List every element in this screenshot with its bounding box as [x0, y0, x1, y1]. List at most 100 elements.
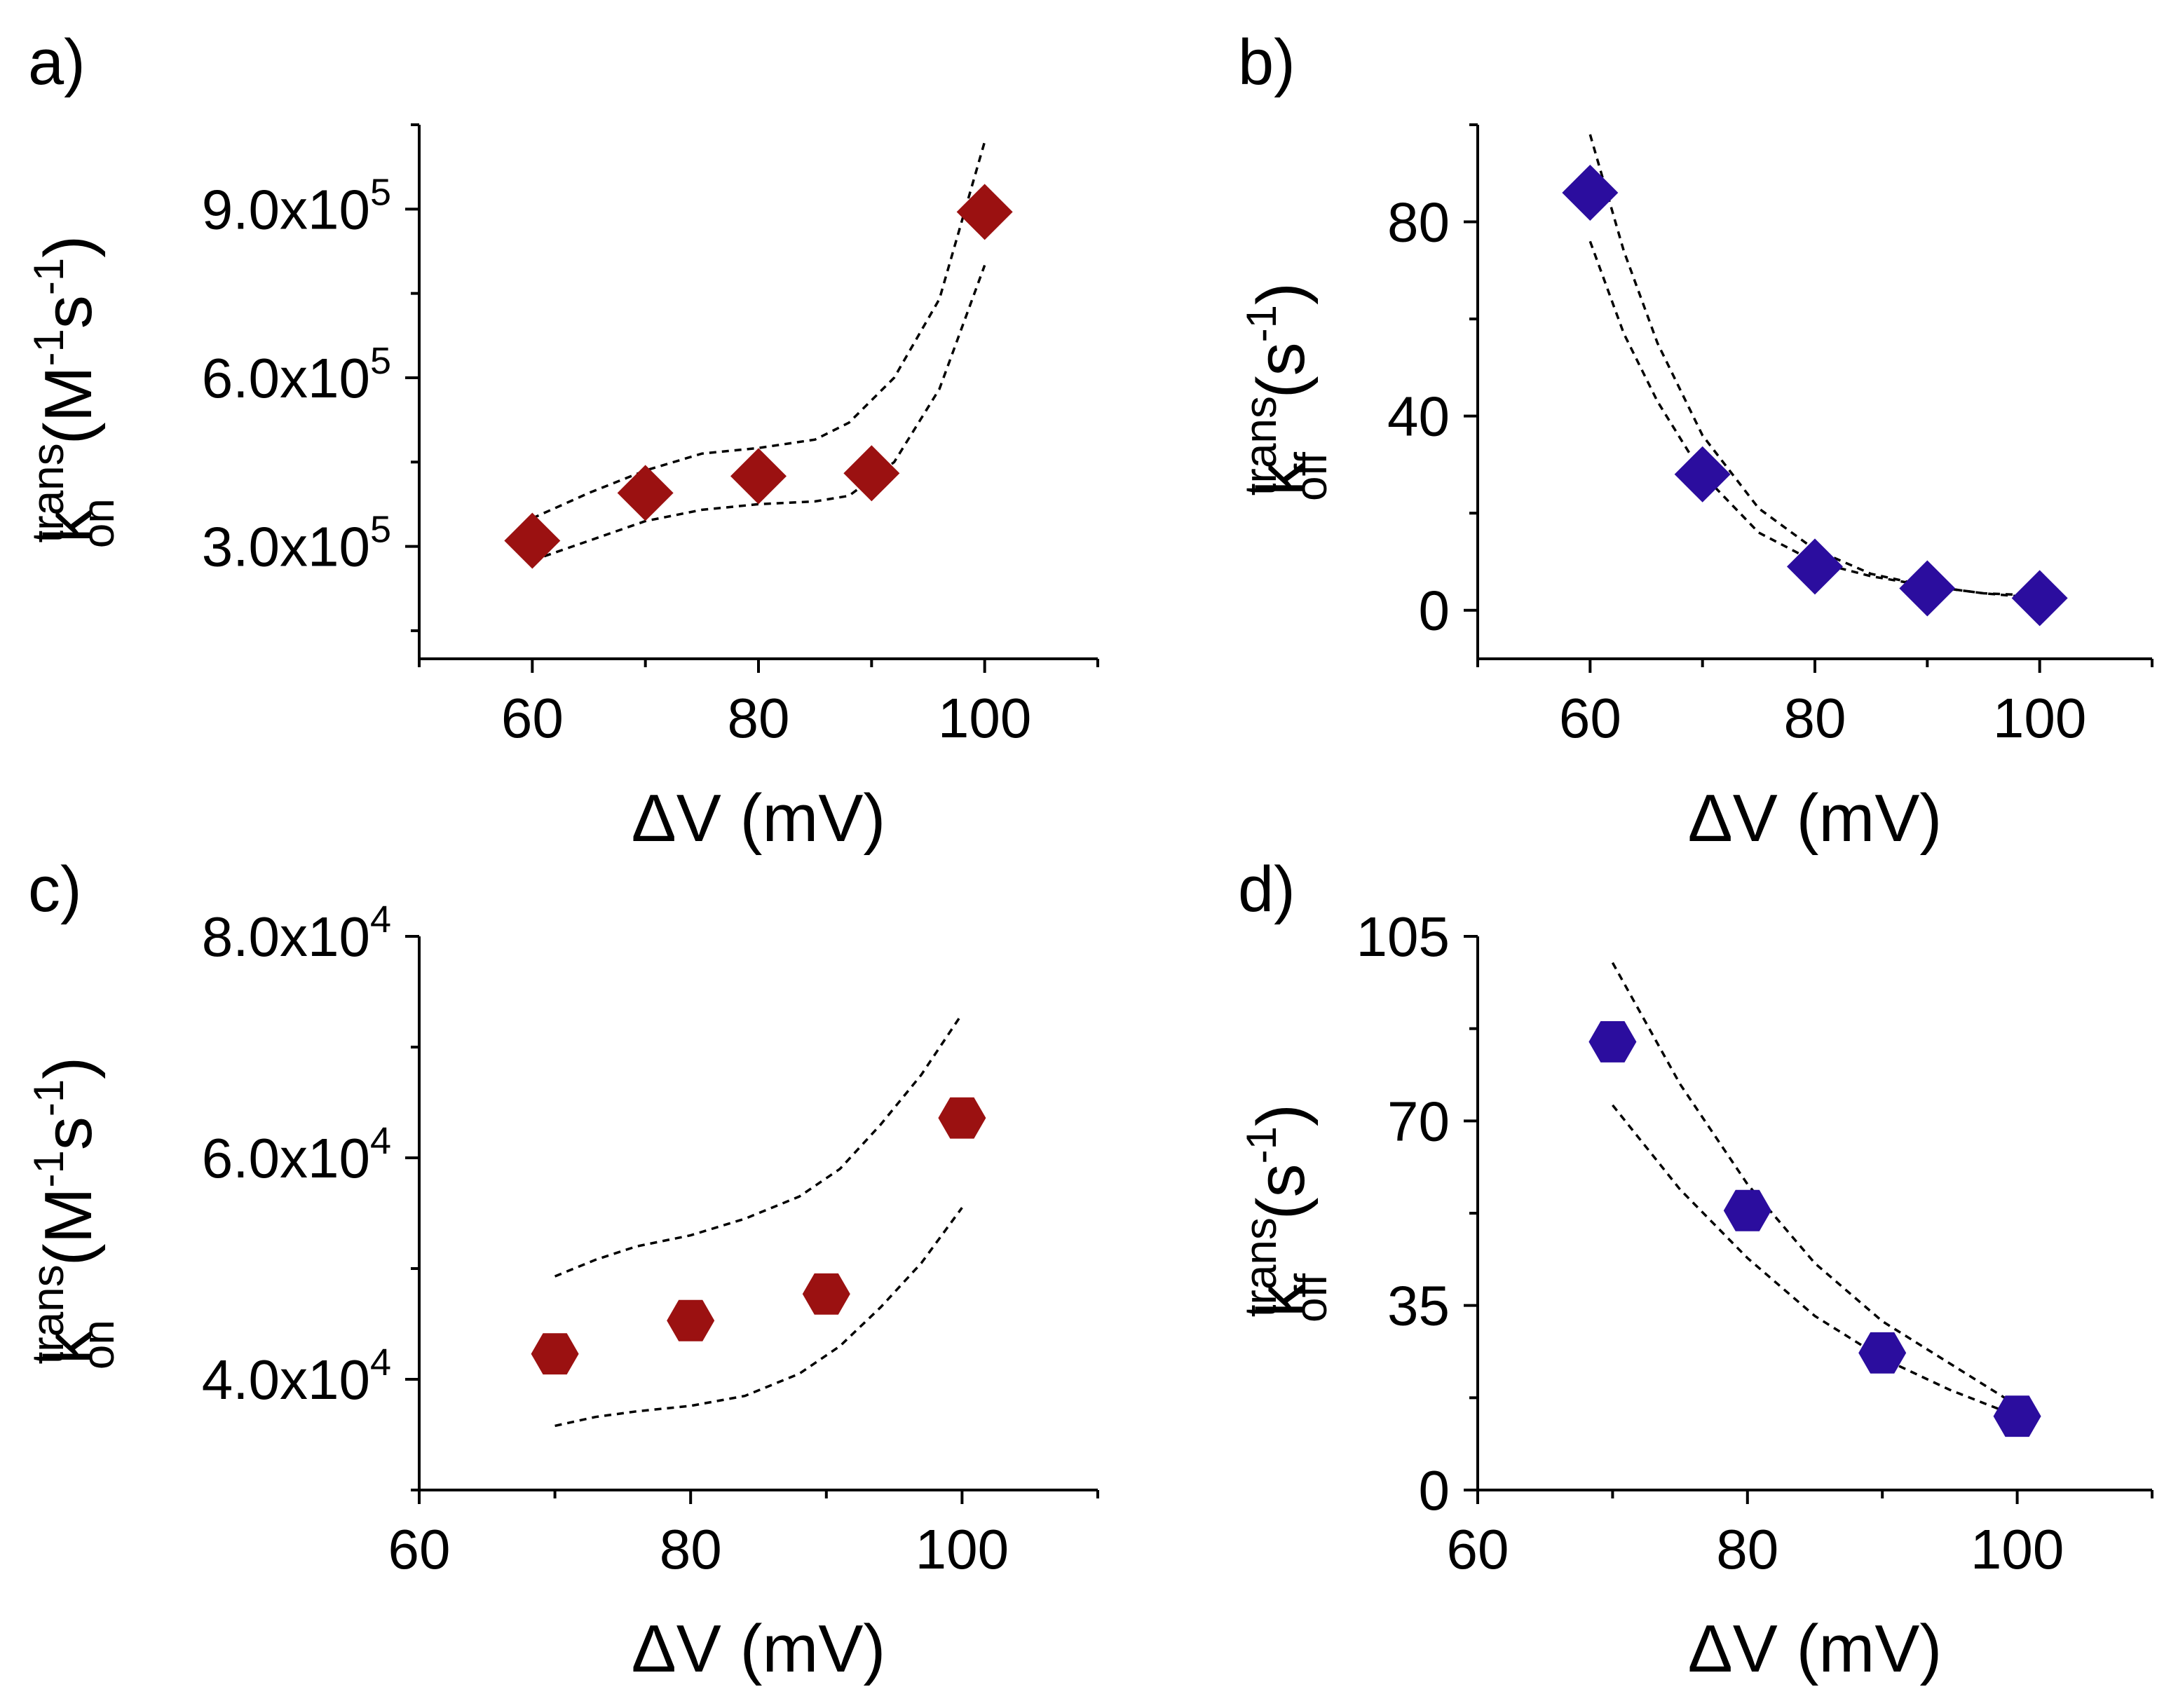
x-tick-label: 100 — [1993, 687, 2086, 749]
y-tick-mantissa: 9.0x10 — [202, 178, 370, 240]
y-axis-title: ktransoff (s-1) — [1235, 282, 1336, 501]
x-tick-label: 60 — [1447, 1518, 1509, 1580]
y-tick-label: 0 — [1419, 1459, 1450, 1522]
ylabel-symbol: k — [1244, 461, 1319, 496]
ylabel-superscript: trans — [22, 443, 73, 542]
y-tick-exponent: 5 — [370, 340, 391, 382]
data-point — [1787, 538, 1843, 595]
ylabel-subscript: on — [73, 498, 123, 548]
data-point — [1674, 446, 1731, 503]
data-point — [938, 1097, 986, 1139]
panel-label: a) — [28, 27, 86, 98]
ylabel-units: (s — [1244, 1163, 1319, 1238]
fit-band-upper — [1611, 962, 2018, 1407]
panel-label: b) — [1238, 27, 1295, 98]
y-tick-mantissa: 70 — [1387, 1090, 1450, 1152]
y-tick-mantissa: 0 — [1419, 580, 1450, 642]
y-tick-mantissa: 8.0x10 — [202, 906, 370, 968]
y-tick-label: 80 — [1387, 191, 1450, 254]
y-tick-mantissa: 35 — [1387, 1275, 1450, 1337]
ylabel-close: ) — [1244, 1104, 1319, 1126]
y-tick-label: 6.0x105 — [202, 340, 391, 409]
ylabel-units-exponent: -1 — [25, 1150, 72, 1187]
data-point — [802, 1273, 850, 1315]
data-point — [1899, 560, 1956, 617]
data-point — [1723, 1189, 1771, 1231]
y-tick-label: 3.0x105 — [202, 509, 391, 578]
ylabel-close: ) — [31, 1057, 106, 1079]
data-point — [667, 1299, 715, 1341]
x-tick-label: 60 — [1559, 687, 1621, 749]
data-point — [956, 184, 1013, 240]
fit-band-upper — [531, 141, 986, 520]
x-tick-label: 80 — [660, 1518, 722, 1580]
y-tick-exponent: 4 — [370, 1341, 391, 1384]
ylabel-units-exponent: -1 — [25, 329, 72, 366]
fit-band-lower — [554, 1207, 963, 1428]
x-tick-label: 80 — [1716, 1518, 1778, 1580]
ylabel-units-exponent: -1 — [1238, 305, 1285, 342]
x-tick-label: 100 — [938, 687, 1031, 749]
y-tick-exponent: 4 — [370, 1120, 391, 1162]
y-axis-title: ktransoff (s-1) — [1235, 1104, 1336, 1323]
ylabel-units: (M — [31, 1187, 106, 1285]
panel-b: b) 60 80 100 0 40 80 ΔV (mV) ktransoff (s-1) — [1235, 27, 2153, 856]
data-point — [730, 448, 787, 505]
ylabel-units: (s — [1244, 342, 1319, 417]
x-axis-title: ΔV (mV) — [632, 781, 886, 856]
y-tick-exponent: 4 — [370, 899, 391, 941]
ylabel-superscript: trans — [1235, 1217, 1286, 1317]
ylabel-superscript: trans — [22, 1264, 73, 1364]
y-tick-label: 0 — [1419, 580, 1450, 642]
fit-band-upper — [1588, 134, 2040, 597]
y-tick-label: 40 — [1387, 385, 1450, 448]
y-tick-label: 35 — [1387, 1275, 1450, 1337]
data-point — [531, 1333, 579, 1375]
data-point — [1562, 164, 1619, 221]
x-tick-label: 100 — [916, 1518, 1009, 1580]
data-point — [1858, 1332, 1907, 1374]
x-axis-title: ΔV (mV) — [632, 1611, 886, 1686]
y-tick-exponent: 5 — [370, 509, 391, 551]
y-axis-title: ktranson (M-1s-1) — [22, 235, 123, 548]
ylabel-units-exponent: -1 — [1238, 1126, 1285, 1163]
y-tick-label: 8.0x104 — [202, 899, 391, 968]
x-tick-label: 80 — [1784, 687, 1846, 749]
y-tick-mantissa: 3.0x10 — [202, 516, 370, 578]
y-tick-mantissa: 6.0x10 — [202, 1127, 370, 1189]
ylabel-symbol: k — [31, 509, 106, 543]
x-tick-label: 100 — [1971, 1518, 2064, 1580]
ylabel-symbol: k — [31, 1330, 106, 1365]
y-tick-mantissa: 6.0x10 — [202, 347, 370, 409]
y-tick-mantissa: 80 — [1387, 191, 1450, 254]
ylabel-close: ) — [31, 235, 106, 258]
ylabel-close: ) — [1244, 282, 1319, 305]
x-axis-title: ΔV (mV) — [1688, 781, 1942, 856]
x-tick-label: 60 — [501, 687, 564, 749]
ylabel-units-mid: s — [31, 1116, 106, 1150]
y-tick-exponent: 5 — [370, 171, 391, 213]
data-point — [504, 512, 561, 569]
ylabel-units: (M — [31, 366, 106, 463]
panel-label: d) — [1238, 854, 1295, 925]
y-tick-label: 6.0x104 — [202, 1120, 391, 1189]
ylabel-subscript: on — [73, 1320, 123, 1369]
data-point — [843, 445, 900, 502]
ylabel-symbol: k — [1244, 1283, 1319, 1317]
x-tick-label: 60 — [388, 1518, 451, 1580]
ylabel-subscript: off — [1286, 1273, 1336, 1323]
ylabel-superscript: trans — [1235, 396, 1286, 496]
y-tick-mantissa: 4.0x10 — [202, 1348, 370, 1411]
y-tick-label: 4.0x104 — [202, 1341, 391, 1411]
ylabel-units-exponent-2: -1 — [25, 1079, 72, 1116]
ylabel-units-exponent-2: -1 — [25, 258, 72, 295]
x-axis-title: ΔV (mV) — [1688, 1611, 1942, 1686]
y-tick-mantissa: 40 — [1387, 385, 1450, 448]
panel-d: d) 60 80 100 0 35 70 105 ΔV (mV) ktransoff (s-1) — [1235, 854, 2153, 1686]
ylabel-units-mid: s — [31, 295, 106, 329]
fit-band-upper — [554, 1013, 963, 1278]
y-tick-mantissa: 0 — [1419, 1459, 1450, 1522]
